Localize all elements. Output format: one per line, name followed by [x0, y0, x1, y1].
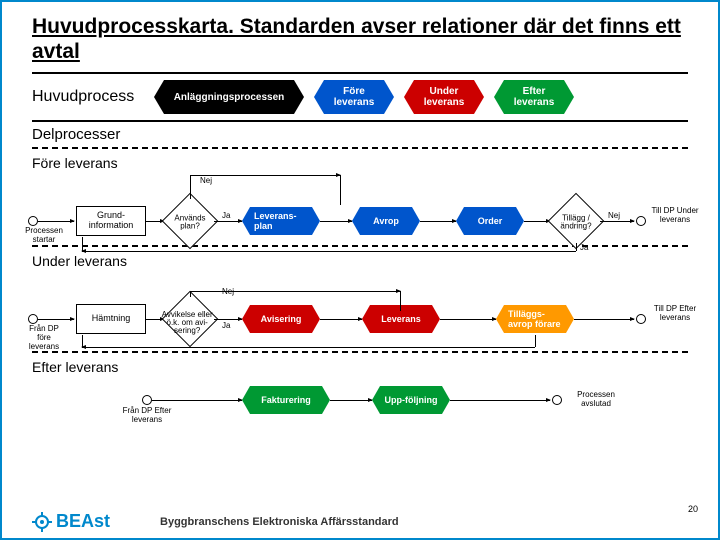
label-ja: Ja — [222, 321, 230, 330]
delprocesser-label: Delprocesser — [2, 122, 718, 145]
label-nej2: Nej — [608, 211, 620, 220]
hex-leveransplan: Leverans-plan — [250, 207, 312, 235]
flow-fore: Processen startar Grund-information Anvä… — [22, 171, 698, 243]
hex-uppfoljning: Upp-följning — [380, 386, 442, 414]
diamond-plan: Används plan? — [162, 193, 219, 250]
start-node — [142, 395, 152, 405]
start-node — [28, 314, 38, 324]
label-nej: Nej — [200, 176, 212, 185]
hex-fakturering: Fakturering — [250, 386, 322, 414]
diamond-tillagg: Tillägg / ändring? — [548, 193, 605, 250]
footer-text: Byggbranschens Elektroniska Affärsstanda… — [160, 516, 399, 528]
end-node — [636, 314, 646, 324]
dashed-divider — [32, 351, 688, 353]
end-node — [636, 216, 646, 226]
section-efter-label: Efter leverans — [2, 355, 718, 375]
diamond-avvikelse: Avvikelse eller ö.k. om avi-sering? — [162, 291, 219, 348]
flow-efter: Från DP Efter leverans Fakturering Upp-f… — [22, 375, 698, 429]
brand-text: BEAst — [56, 511, 110, 532]
huvudprocess-label: Huvudprocess — [32, 88, 152, 106]
hex-tillaggsavrop: Tilläggs-avrop förare — [504, 305, 566, 333]
end-label: Till DP Efter leverans — [650, 305, 700, 323]
flow-under: Från DP före leverans Hämtning Avvikelse… — [22, 269, 698, 349]
hex-avrop: Avrop — [360, 207, 412, 235]
logo: BEAst — [32, 511, 110, 532]
footer: BEAst Byggbranschens Elektroniska Affärs… — [2, 511, 718, 532]
box-hamtning: Hämtning — [76, 304, 146, 334]
dashed-divider — [32, 245, 688, 247]
phase-anlaggning: Anläggningsprocessen — [164, 80, 294, 114]
label-ja: Ja — [222, 211, 230, 220]
dashed-divider — [32, 147, 688, 149]
phase-under: Under leverans — [414, 80, 474, 114]
start-label: Från DP före leverans — [22, 325, 66, 351]
hex-avisering: Avisering — [250, 305, 312, 333]
hex-order: Order — [464, 207, 516, 235]
label-ja2: Ja — [580, 243, 588, 252]
phase-efter: Efter leverans — [504, 80, 564, 114]
section-fore-label: Före leverans — [2, 151, 718, 171]
hex-leverans: Leverans — [370, 305, 432, 333]
slide-title: Huvudprocesskarta. Standarden avser rela… — [2, 2, 718, 72]
section-under-label: Under leverans — [2, 249, 718, 269]
end-label: Till DP Under leverans — [650, 207, 700, 225]
end-node — [552, 395, 562, 405]
start-label: Från DP Efter leverans — [122, 407, 172, 425]
phase-fore: Före leverans — [324, 80, 384, 114]
start-node — [28, 216, 38, 226]
start-label: Processen startar — [22, 227, 66, 245]
box-grundinfo: Grund-information — [76, 206, 146, 236]
huvudprocess-row: Huvudprocess Anläggningsprocessen Före l… — [2, 74, 718, 120]
end-label: Processen avslutad — [566, 391, 626, 409]
